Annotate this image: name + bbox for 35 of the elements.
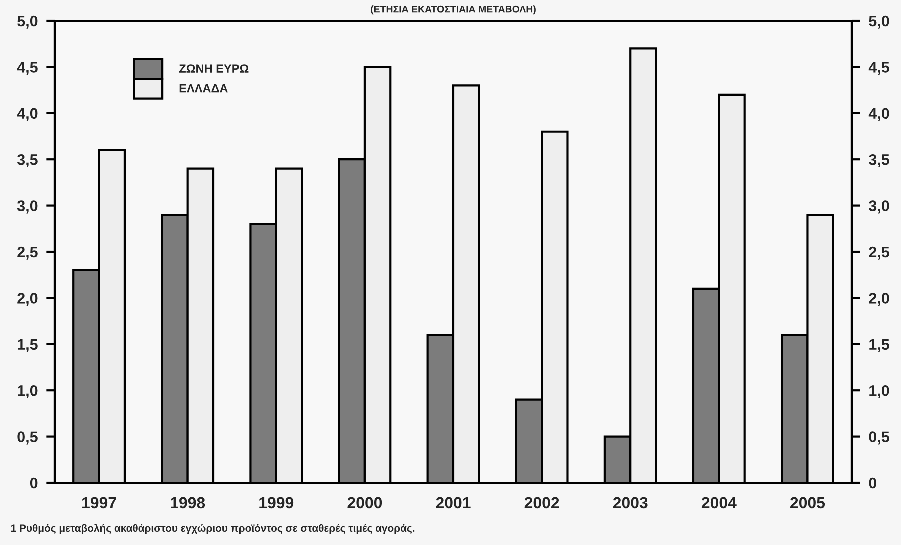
y-tick-label: 0,5 <box>18 432 38 445</box>
x-tick-label: 2000 <box>348 497 382 509</box>
x-tick-label: 2001 <box>436 497 471 509</box>
y2-tick-label: 1,0 <box>870 385 890 398</box>
y2-tick-label: 2,5 <box>869 246 890 260</box>
x-tick-label: 2003 <box>613 497 648 509</box>
y-tick-label: 3,0 <box>17 200 38 214</box>
y-tick-label: 2,5 <box>18 246 38 260</box>
x-tick-label: 1997 <box>82 497 116 509</box>
y2-tick-label: 0 <box>869 478 877 489</box>
y2-tick-label: 4,5 <box>868 62 890 76</box>
x-tick-label: 2002 <box>524 497 560 509</box>
y-tick-label: 0 <box>30 478 38 489</box>
text: 1 Ρυθμός μεταβολής ακαθάριστου εγχώριου προϊόντος σε σταθερές τιμές αγοράς. <box>11 524 415 534</box>
x-tick-label: 1999 <box>260 497 294 509</box>
y-tick-label: 1,0 <box>18 385 38 398</box>
y-tick-label: 1,5 <box>18 339 38 352</box>
y2-tick-label: 3,0 <box>869 200 890 214</box>
x-tick-label: 2004 <box>702 497 737 509</box>
y2-tick-label: 2,0 <box>869 293 890 306</box>
chart-title: (ΕΤΗΣΙΑ ΕΚΑΤΟΣΤΙΑΙΑ ΜΕΤΑΒΟΛΗ) <box>371 6 536 15</box>
legend-label: ΕΛΛΑΔΑ <box>180 84 228 93</box>
y-tick-label: 5,0 <box>18 16 38 29</box>
legend-label: ΖΩΝΗ ΕΥΡΩ <box>179 64 249 73</box>
y2-tick-label: 3,5 <box>869 154 890 168</box>
y-tick-label: 4,0 <box>17 108 38 122</box>
y2-tick-label: 1,5 <box>870 339 890 352</box>
y2-tick-label: 0,5 <box>869 432 890 445</box>
y-tick-label: 4,5 <box>17 62 38 76</box>
y-tick-label: 3,5 <box>17 154 38 168</box>
y2-tick-label: 4,0 <box>868 108 890 122</box>
x-tick-label: 1998 <box>171 497 206 509</box>
y2-tick-label: 5,0 <box>869 16 890 29</box>
y-tick-label: 2,0 <box>18 293 38 306</box>
x-tick-label: 2005 <box>790 497 826 509</box>
